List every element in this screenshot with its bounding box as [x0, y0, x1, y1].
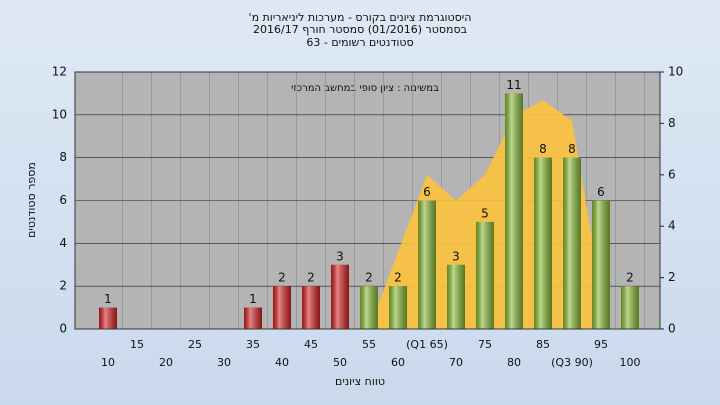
title-line: היסטוגרמת ציונים בקורס - מערכות ליניאריו…	[249, 11, 472, 24]
y-tick-label: 0	[59, 322, 67, 336]
bar-shine	[447, 264, 465, 329]
y2-tick-label: 0	[668, 322, 676, 336]
bar-shine	[563, 157, 581, 329]
bar-shine	[244, 307, 262, 329]
y-tick-label: 4	[59, 236, 67, 250]
x-tick-label: 85	[536, 338, 550, 351]
y-tick-label: 2	[59, 279, 67, 293]
title-line: בסמסטר (01/2016) סמסטר חורף 2016/17	[253, 23, 467, 36]
bar-shine	[360, 286, 378, 329]
y2-tick-label: 8	[668, 116, 676, 130]
value-label: 1	[249, 292, 257, 306]
x-tick-label: 75	[478, 338, 492, 351]
value-label: 2	[278, 271, 286, 285]
plot-border	[74, 71, 661, 330]
y-tick-label: 10	[52, 107, 67, 121]
x-tick-label: 55	[362, 338, 376, 351]
bar-shine	[273, 286, 291, 329]
value-label: 2	[394, 271, 402, 285]
x-tick-label: (Q3 90)	[551, 356, 593, 369]
x-tick-label: 20	[159, 356, 173, 369]
x-tick-label: 95	[594, 338, 608, 351]
x-tick-label: 40	[275, 356, 289, 369]
bar-shine	[534, 157, 552, 329]
value-label: 8	[539, 142, 547, 156]
bar-shine	[418, 200, 436, 329]
value-label: 6	[423, 185, 431, 199]
y-tick-label: 8	[59, 150, 67, 164]
value-label: 2	[626, 271, 634, 285]
y-axis-label: מספר סטודנטים	[25, 162, 38, 238]
y2-tick-label: 2	[668, 270, 676, 284]
value-label: 6	[597, 185, 605, 199]
value-label: 8	[568, 142, 576, 156]
bar-shine	[505, 93, 523, 330]
value-label: 1	[104, 292, 112, 306]
bar-shine	[331, 264, 349, 329]
value-label: 2	[365, 271, 373, 285]
x-tick-label: 80	[507, 356, 521, 369]
x-tick-label: 70	[449, 356, 463, 369]
x-tick-label: 25	[188, 338, 202, 351]
y2-tick-label: 10	[668, 65, 683, 79]
bar-shine	[302, 286, 320, 329]
annotation: במשימה : ציון סופי במחשב המרכזי	[291, 83, 439, 94]
x-tick-label: 15	[130, 338, 144, 351]
bar-shine	[389, 286, 407, 329]
bar-shine	[99, 307, 117, 329]
x-tick-label: 60	[391, 356, 405, 369]
x-tick-label: 100	[620, 356, 641, 369]
x-tick-label: 30	[217, 356, 231, 369]
value-label: 3	[452, 249, 460, 263]
value-label: 3	[336, 249, 344, 263]
y-tick-label: 6	[59, 193, 67, 207]
x-tick-label: 45	[304, 338, 318, 351]
x-tick-label: 35	[246, 338, 260, 351]
x-tick-label: 10	[101, 356, 115, 369]
bar-shine	[592, 200, 610, 329]
y-tick-label: 12	[52, 65, 67, 79]
value-label: 2	[307, 271, 315, 285]
value-label: 11	[506, 78, 521, 92]
title-line: סטודנטים רשומים - 63	[306, 36, 413, 49]
y2-tick-label: 6	[668, 167, 676, 181]
x-axis-label: טווח ציונים	[335, 375, 385, 388]
value-label: 5	[481, 206, 489, 220]
bar-shine	[621, 286, 639, 329]
x-tick-label: (Q1 65)	[406, 338, 448, 351]
bar-shine	[476, 221, 494, 329]
x-tick-label: 50	[333, 356, 347, 369]
y2-tick-label: 4	[668, 219, 676, 233]
